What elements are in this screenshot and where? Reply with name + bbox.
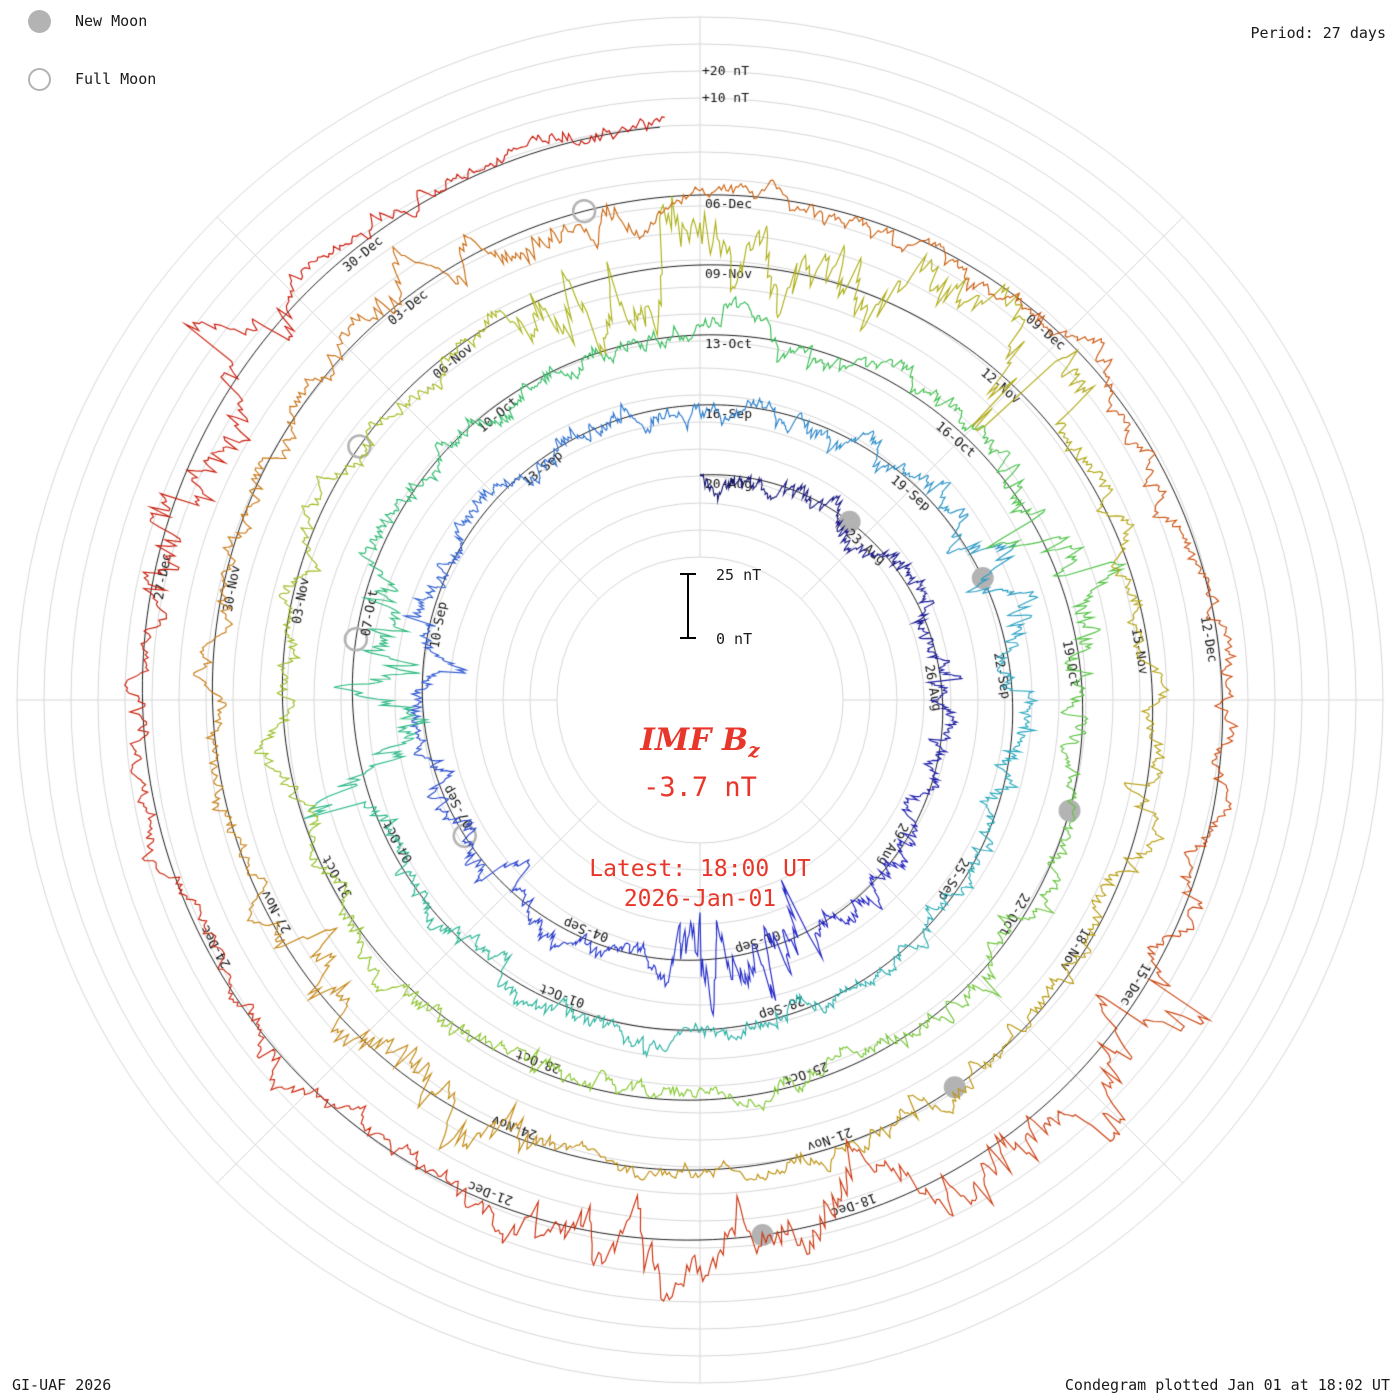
chart-title: IMF Bz [0, 722, 1400, 762]
credit-label: GI-UAF 2026 [12, 1376, 112, 1394]
new-moon-label: New Moon [75, 12, 148, 30]
period-label: Period: 27 days [1250, 24, 1386, 42]
latest-date-label: 2026-Jan-01 [623, 886, 777, 912]
moon-legend: New Moon Full Moon [28, 6, 156, 122]
full-moon-icon [28, 67, 51, 91]
new-moon-icon [28, 9, 51, 33]
plotted-timestamp-label: Condegram plotted Jan 01 at 18:02 UT [1064, 1376, 1390, 1394]
nT-scale-bar [680, 573, 696, 639]
legend-item-full-moon: Full Moon [28, 64, 156, 94]
chart-title-main: IMF B [640, 722, 749, 758]
latest-bz-value: -3.7 nT [643, 772, 757, 803]
full-moon-label: Full Moon [75, 70, 157, 88]
legend-item-new-moon: New Moon [28, 6, 156, 36]
scale-25nT-label: 25 nT [716, 566, 762, 584]
latest-time-label: Latest: 18:00 UT [589, 856, 811, 882]
scale-0nT-label: 0 nT [716, 630, 753, 648]
chart-title-subscript: z [748, 738, 760, 763]
